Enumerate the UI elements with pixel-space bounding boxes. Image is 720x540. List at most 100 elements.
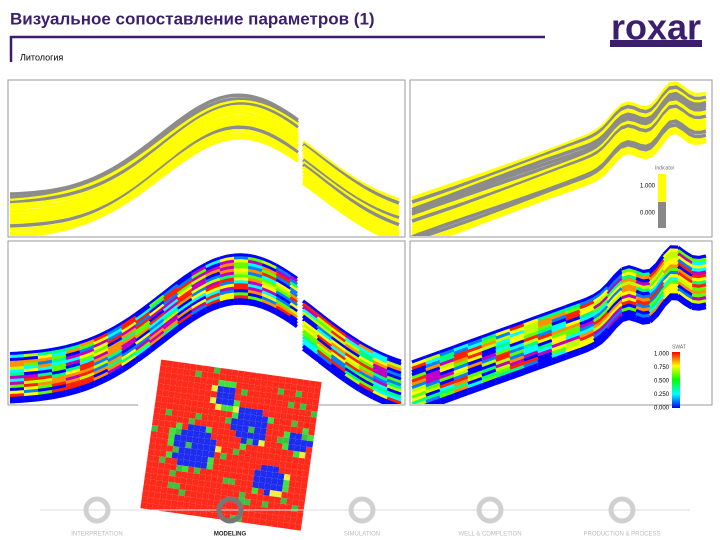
map-cell (270, 484, 277, 491)
layer-cell (606, 280, 624, 299)
map-cell (157, 425, 164, 433)
logo-bar (610, 40, 702, 47)
layer-cell (495, 328, 511, 337)
layer-cell (691, 273, 707, 279)
map-cell (251, 445, 259, 452)
layer-cell (372, 372, 388, 382)
map-cell (269, 447, 276, 455)
map-cell (291, 377, 298, 385)
map-cell (166, 487, 174, 495)
layer-cell (315, 310, 333, 324)
layer-cell (205, 298, 221, 308)
layer-cell (606, 306, 624, 324)
map-cell (258, 482, 266, 490)
map-cell (227, 399, 235, 407)
map-cell (225, 411, 233, 418)
map-cell (225, 368, 233, 376)
layer-cell (691, 270, 707, 276)
map-cell (200, 462, 208, 469)
map-cell (202, 492, 210, 500)
map-cell (260, 422, 268, 429)
map-cell (153, 407, 161, 414)
map-cell (165, 493, 173, 501)
layer-cell (233, 286, 249, 291)
layer-cell (467, 373, 483, 383)
layer-cell (121, 324, 137, 337)
layer (301, 172, 400, 236)
map-cell (221, 398, 229, 406)
map-cell (202, 450, 209, 458)
layer-cell (358, 382, 374, 394)
layer-cell (565, 332, 581, 341)
map-cell (186, 435, 193, 443)
layer-cell (509, 345, 525, 355)
map-cell (197, 485, 204, 493)
map-cell (186, 387, 194, 395)
map-cell (159, 498, 166, 506)
layer-cell (315, 328, 333, 342)
map-cell (175, 470, 182, 478)
layer-cell (301, 326, 319, 341)
layer-cell (261, 284, 277, 294)
layer-cell (481, 333, 497, 343)
step-label: WELL & COMPLETION (458, 532, 521, 538)
map-cell (308, 380, 316, 388)
layer-cell (411, 377, 427, 387)
map-cell (231, 369, 239, 377)
layer-cell (635, 299, 651, 306)
layer-cell (621, 309, 637, 316)
layer-cell (509, 352, 525, 361)
step-icon (83, 496, 111, 524)
map-cell (282, 485, 289, 493)
layer-cell (329, 324, 347, 338)
layer-cell (676, 261, 693, 275)
layer-cell (579, 300, 595, 310)
map-cell (222, 477, 230, 485)
layer-cell (289, 305, 298, 313)
layer-cell (176, 312, 193, 326)
map-cell (282, 437, 290, 445)
layer-cell (121, 312, 137, 325)
layer-cell (176, 270, 193, 284)
map-cell (218, 464, 226, 472)
layer-cell (51, 354, 67, 361)
layer-cell (481, 365, 497, 375)
layer-cell (23, 388, 39, 394)
map-cell (241, 516, 249, 524)
map-cell (224, 465, 232, 473)
layer-cell (495, 360, 511, 369)
layer-cell (289, 275, 298, 283)
map-cell (201, 456, 209, 464)
map-cell (269, 490, 277, 497)
map-cell (179, 392, 187, 400)
map-cell (215, 397, 223, 405)
layer-cell (606, 312, 624, 331)
layer (9, 104, 300, 207)
map-cell (208, 451, 215, 458)
layer-cell (453, 375, 469, 385)
layer-cell (65, 383, 81, 391)
layer (301, 140, 400, 202)
layer-cell (219, 253, 235, 260)
layer-cell (592, 311, 610, 327)
map-cell (276, 394, 284, 401)
map-cell (252, 481, 260, 489)
map-cell (280, 455, 288, 462)
map-cell (223, 429, 231, 436)
layer-cell (329, 357, 347, 371)
map-cell (235, 430, 242, 438)
layer-cell (537, 345, 553, 354)
map-cell (270, 478, 278, 485)
map-cell (200, 419, 208, 427)
layer-cell (565, 303, 581, 312)
map-cell (196, 364, 203, 372)
map-cell (308, 428, 315, 436)
layer-cell (315, 325, 333, 339)
layer-cell (79, 378, 95, 387)
layer-cell (509, 358, 525, 368)
layer-cell (358, 379, 374, 391)
layer-cell (662, 280, 679, 291)
layer-cell (79, 363, 95, 372)
layer-cell (289, 287, 298, 295)
layer-cell (9, 366, 25, 371)
